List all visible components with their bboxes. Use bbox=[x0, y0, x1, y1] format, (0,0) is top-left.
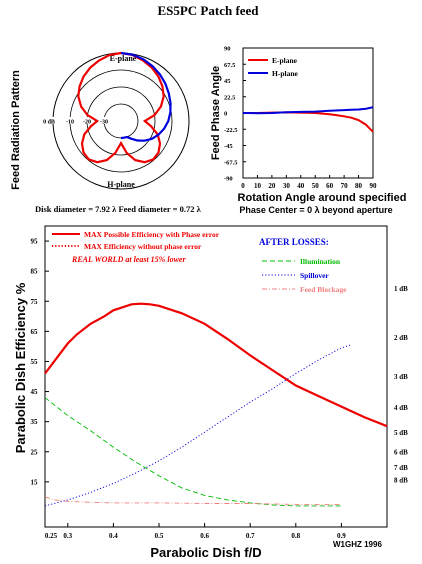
efficiency-ytick-label: 95 bbox=[31, 238, 39, 246]
polar-label-e-plane: E-plane bbox=[110, 54, 137, 63]
phase-xtick-label: 60 bbox=[326, 182, 334, 190]
phase-ytick-label: -45 bbox=[224, 143, 233, 150]
efficiency-db-label: 1 dB bbox=[394, 285, 408, 293]
efficiency-db-label: 7 dB bbox=[394, 464, 408, 472]
efficiency-ytick-label: 75 bbox=[31, 298, 39, 306]
efficiency-xtick-label: 0.3 bbox=[63, 532, 72, 540]
phase-series-h-plane bbox=[242, 106, 374, 115]
efficiency-ytick-label: 45 bbox=[31, 388, 39, 396]
efficiency-xtick-label: 0.8 bbox=[291, 532, 300, 540]
phase-ytick-label: 67.5 bbox=[224, 62, 236, 69]
efficiency-xtick-label: 0.5 bbox=[155, 532, 164, 540]
polar-ylabel: Feed Radiation Pattern bbox=[10, 70, 22, 190]
phase-ylabel: Feed Phase Angle bbox=[210, 66, 222, 160]
phase-ytick-label: -90 bbox=[224, 176, 233, 183]
phase-ytick-label: 45 bbox=[224, 78, 231, 85]
phase-xlabel-2: Phase Center = 0 λ beyond aperture bbox=[239, 205, 392, 215]
efficiency-xtick-label: 0.4 bbox=[109, 532, 118, 540]
efficiency-legend-label: MAX Efficiency without phase error bbox=[84, 242, 202, 251]
efficiency-series-feed-blockage bbox=[44, 496, 342, 505]
phase-xtick-label: 90 bbox=[370, 182, 378, 190]
efficiency-ytick-label: 85 bbox=[31, 268, 39, 276]
efficiency-ytick-label: 65 bbox=[31, 328, 39, 336]
polar-series-e-plane bbox=[77, 51, 165, 164]
phase-angle-chart: Feed Phase Angle Rotation Angle around s… bbox=[210, 46, 406, 216]
phase-xtick-label: 20 bbox=[268, 182, 276, 190]
figure-title: ES5PC Patch feed bbox=[157, 3, 259, 18]
efficiency-db-label: 3 dB bbox=[394, 373, 408, 381]
polar-label-h-plane: H-plane bbox=[107, 180, 135, 189]
efficiency-series-max-possible-efficiency-with-phase-error bbox=[44, 302, 388, 428]
efficiency-series-illumination bbox=[44, 397, 342, 507]
polar-ring-label-bg bbox=[42, 117, 55, 124]
efficiency-ytick-label: 15 bbox=[31, 478, 39, 486]
efficiency-note: REAL WORLD at least 15% lower bbox=[71, 255, 186, 264]
efficiency-db-label: 4 dB bbox=[394, 404, 408, 412]
efficiency-plot-frame bbox=[44, 225, 388, 528]
efficiency-xtick-label: 0.25 bbox=[45, 532, 58, 540]
phase-xtick-label: 70 bbox=[341, 182, 349, 190]
polar-ring-label: -20 bbox=[83, 120, 91, 126]
efficiency-xlabel: Parabolic Dish f/D bbox=[150, 545, 261, 560]
efficiency-ytick-label: 55 bbox=[31, 358, 39, 366]
polar-ring-label: -10 bbox=[66, 120, 74, 126]
polar-pattern-chart: Feed Radiation Pattern E-plane H-plane 0… bbox=[10, 51, 190, 190]
efficiency-xtick-label: 0.6 bbox=[200, 532, 209, 540]
efficiency-db-label: 6 dB bbox=[394, 448, 408, 456]
phase-xtick-label: 50 bbox=[312, 182, 320, 190]
phase-ytick-label: -22.5 bbox=[224, 127, 238, 134]
dish-diameter-line: Disk diameter = 7.92 λ Feed diameter = 0… bbox=[35, 204, 202, 214]
efficiency-xtick-label: 0.7 bbox=[246, 532, 255, 540]
phase-series-e-plane bbox=[243, 111, 374, 133]
after-losses-title: AFTER LOSSES: bbox=[259, 237, 329, 247]
phase-ytick-label: 90 bbox=[224, 46, 231, 53]
phase-ytick-label: 22.5 bbox=[224, 94, 236, 101]
phase-legend-label: E-plane bbox=[272, 56, 298, 65]
efficiency-ytick-label: 35 bbox=[31, 418, 39, 426]
author-credit: W1GHZ 1996 bbox=[333, 540, 382, 549]
phase-xtick-label: 0 bbox=[241, 182, 245, 190]
polar-ring-label: 0 dB bbox=[43, 120, 55, 126]
polar-ring-label-bg bbox=[96, 117, 107, 124]
efficiency-xtick-label: 0.9 bbox=[337, 532, 346, 540]
efficiency-ytick-label: 25 bbox=[31, 448, 39, 456]
polar-ring-label: -30 bbox=[100, 120, 108, 126]
efficiency-db-label: 8 dB bbox=[394, 476, 408, 484]
phase-xtick-label: 40 bbox=[297, 182, 305, 190]
efficiency-loss-legend-label: Spillover bbox=[300, 271, 329, 280]
phase-xtick-label: 10 bbox=[254, 182, 262, 190]
phase-ytick-label: 0 bbox=[224, 111, 227, 118]
efficiency-series-spillover bbox=[44, 344, 351, 507]
polar-ring-label-bg bbox=[79, 117, 90, 124]
efficiency-loss-legend-label: Feed Blockage bbox=[300, 285, 347, 294]
polar-series-h-plane bbox=[120, 51, 172, 142]
efficiency-loss-legend-label: Illumination bbox=[300, 257, 341, 266]
phase-ytick-label: -67.5 bbox=[224, 159, 238, 166]
polar-ring-label-bg bbox=[62, 117, 73, 124]
phase-xtick-label: 80 bbox=[355, 182, 363, 190]
efficiency-ylabel: Parabolic Dish Efficiency % bbox=[13, 282, 28, 453]
efficiency-legend-label: MAX Possible Efficiency with Phase error bbox=[84, 230, 220, 239]
efficiency-db-label: 5 dB bbox=[394, 429, 408, 437]
phase-xlabel: Rotation Angle around specified bbox=[238, 192, 407, 204]
polar-ring bbox=[103, 103, 139, 139]
phase-legend-label: H-plane bbox=[272, 69, 299, 78]
phase-xtick-label: 30 bbox=[283, 182, 291, 190]
efficiency-db-label: 2 dB bbox=[394, 334, 408, 342]
efficiency-chart: Parabolic Dish Efficiency % Parabolic Di… bbox=[13, 225, 408, 560]
